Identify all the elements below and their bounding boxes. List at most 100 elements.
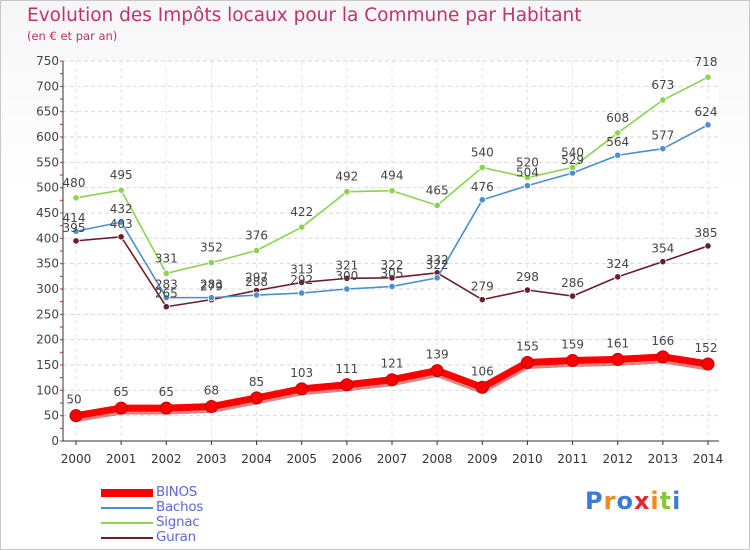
data-point-binos <box>430 364 444 378</box>
data-point-guran <box>523 286 532 294</box>
x-tick-label: 2010 <box>512 452 543 466</box>
data-label-bachos: 564 <box>606 135 629 149</box>
x-tick-label: 2002 <box>151 452 182 466</box>
data-point-bachos <box>252 291 261 299</box>
data-point-bachos <box>704 121 712 129</box>
data-label-binos: 152 <box>695 341 718 355</box>
data-point-guran <box>298 278 306 287</box>
data-label-signac: 422 <box>290 205 313 219</box>
y-tick-label: 350 <box>36 257 59 271</box>
data-label-guran: 321 <box>335 258 358 272</box>
data-label-binos: 103 <box>290 366 313 380</box>
data-point-signac <box>478 163 486 171</box>
data-label-signac: 480 <box>63 176 86 190</box>
data-point-guran <box>117 233 125 241</box>
x-tick-label: 2014 <box>693 452 724 466</box>
data-point-binos <box>114 401 128 415</box>
data-label-bachos: 624 <box>695 105 718 119</box>
data-point-binos <box>250 391 264 405</box>
chart-title: Evolution des Impôts locaux pour la Comm… <box>27 5 582 26</box>
data-label-guran: 322 <box>381 258 404 272</box>
data-label-signac: 494 <box>381 169 404 183</box>
data-point-guran <box>659 258 667 266</box>
data-label-signac: 540 <box>561 145 584 159</box>
data-label-bachos: 529 <box>561 153 584 167</box>
data-point-signac <box>614 129 622 137</box>
data-point-binos <box>566 353 580 367</box>
x-tick-label: 2012 <box>602 452 633 466</box>
data-point-binos <box>204 400 218 414</box>
data-label-binos: 68 <box>204 384 219 398</box>
y-tick-label: 150 <box>36 358 59 372</box>
data-label-bachos: 283 <box>200 278 223 292</box>
data-label-signac: 376 <box>245 228 268 242</box>
y-tick-label: 700 <box>36 79 59 93</box>
logo-letter: r <box>603 487 617 515</box>
data-label-bachos: 504 <box>516 166 539 180</box>
data-label-signac: 608 <box>606 111 629 125</box>
data-label-binos: 161 <box>606 336 629 350</box>
y-tick-label: 450 <box>36 206 59 220</box>
data-label-bachos: 322 <box>426 258 449 272</box>
data-label-binos: 155 <box>516 339 539 353</box>
proxiti-logo: Proxiti <box>585 487 681 515</box>
legend-swatch <box>101 537 153 539</box>
logo-letter: P <box>585 487 604 515</box>
data-label-bachos: 292 <box>290 273 313 287</box>
data-label-guran: 286 <box>561 276 584 290</box>
data-label-guran: 265 <box>155 287 178 301</box>
data-label-signac: 495 <box>110 168 133 182</box>
data-label-bachos: 432 <box>110 202 133 216</box>
x-tick-label: 2000 <box>61 452 92 466</box>
data-point-bachos <box>478 196 486 204</box>
data-point-guran <box>162 303 170 311</box>
data-point-guran <box>568 292 577 300</box>
logo-letter: x <box>633 487 651 515</box>
data-point-bachos <box>523 182 532 190</box>
data-label-binos: 106 <box>471 364 494 378</box>
x-tick-label: 2003 <box>196 452 227 466</box>
data-label-guran: 354 <box>651 242 674 256</box>
data-label-binos: 85 <box>249 375 264 389</box>
data-point-signac <box>117 186 125 194</box>
data-label-binos: 159 <box>561 337 584 351</box>
x-tick-label: 2004 <box>241 452 272 466</box>
data-label-binos: 65 <box>114 385 129 399</box>
y-tick-label: 0 <box>51 434 59 448</box>
data-label-binos: 166 <box>651 334 674 348</box>
y-tick-label: 200 <box>36 333 59 347</box>
data-label-bachos: 288 <box>245 275 268 289</box>
data-point-binos <box>159 401 173 415</box>
y-tick-label: 500 <box>36 181 59 195</box>
x-tick-label: 2011 <box>557 452 588 466</box>
data-point-guran <box>388 274 396 282</box>
data-point-signac <box>523 173 532 182</box>
logo-letter: i <box>650 487 660 515</box>
logo-letter: t <box>659 487 673 515</box>
data-point-signac <box>568 163 577 171</box>
data-point-signac <box>252 246 261 255</box>
data-point-bachos <box>298 289 306 297</box>
data-label-signac: 492 <box>335 170 358 184</box>
data-label-binos: 111 <box>335 362 358 376</box>
data-label-bachos: 577 <box>651 129 674 143</box>
data-point-guran <box>478 296 486 304</box>
y-tick-label: 600 <box>36 130 59 144</box>
data-label-signac: 352 <box>200 241 223 255</box>
data-label-bachos: 283 <box>155 278 178 292</box>
y-tick-label: 650 <box>36 105 59 119</box>
data-point-signac <box>704 73 712 81</box>
data-point-bachos <box>388 282 396 291</box>
x-tick-label: 2013 <box>648 452 679 466</box>
x-tick-label: 2009 <box>467 452 498 466</box>
data-point-binos <box>475 380 489 394</box>
data-label-signac: 540 <box>471 145 494 159</box>
data-point-bachos <box>614 151 622 159</box>
data-point-signac <box>207 259 216 267</box>
data-label-guran: 324 <box>606 257 629 271</box>
data-point-guran <box>72 237 80 245</box>
data-label-bachos: 414 <box>63 211 86 225</box>
data-point-bachos <box>207 294 216 302</box>
